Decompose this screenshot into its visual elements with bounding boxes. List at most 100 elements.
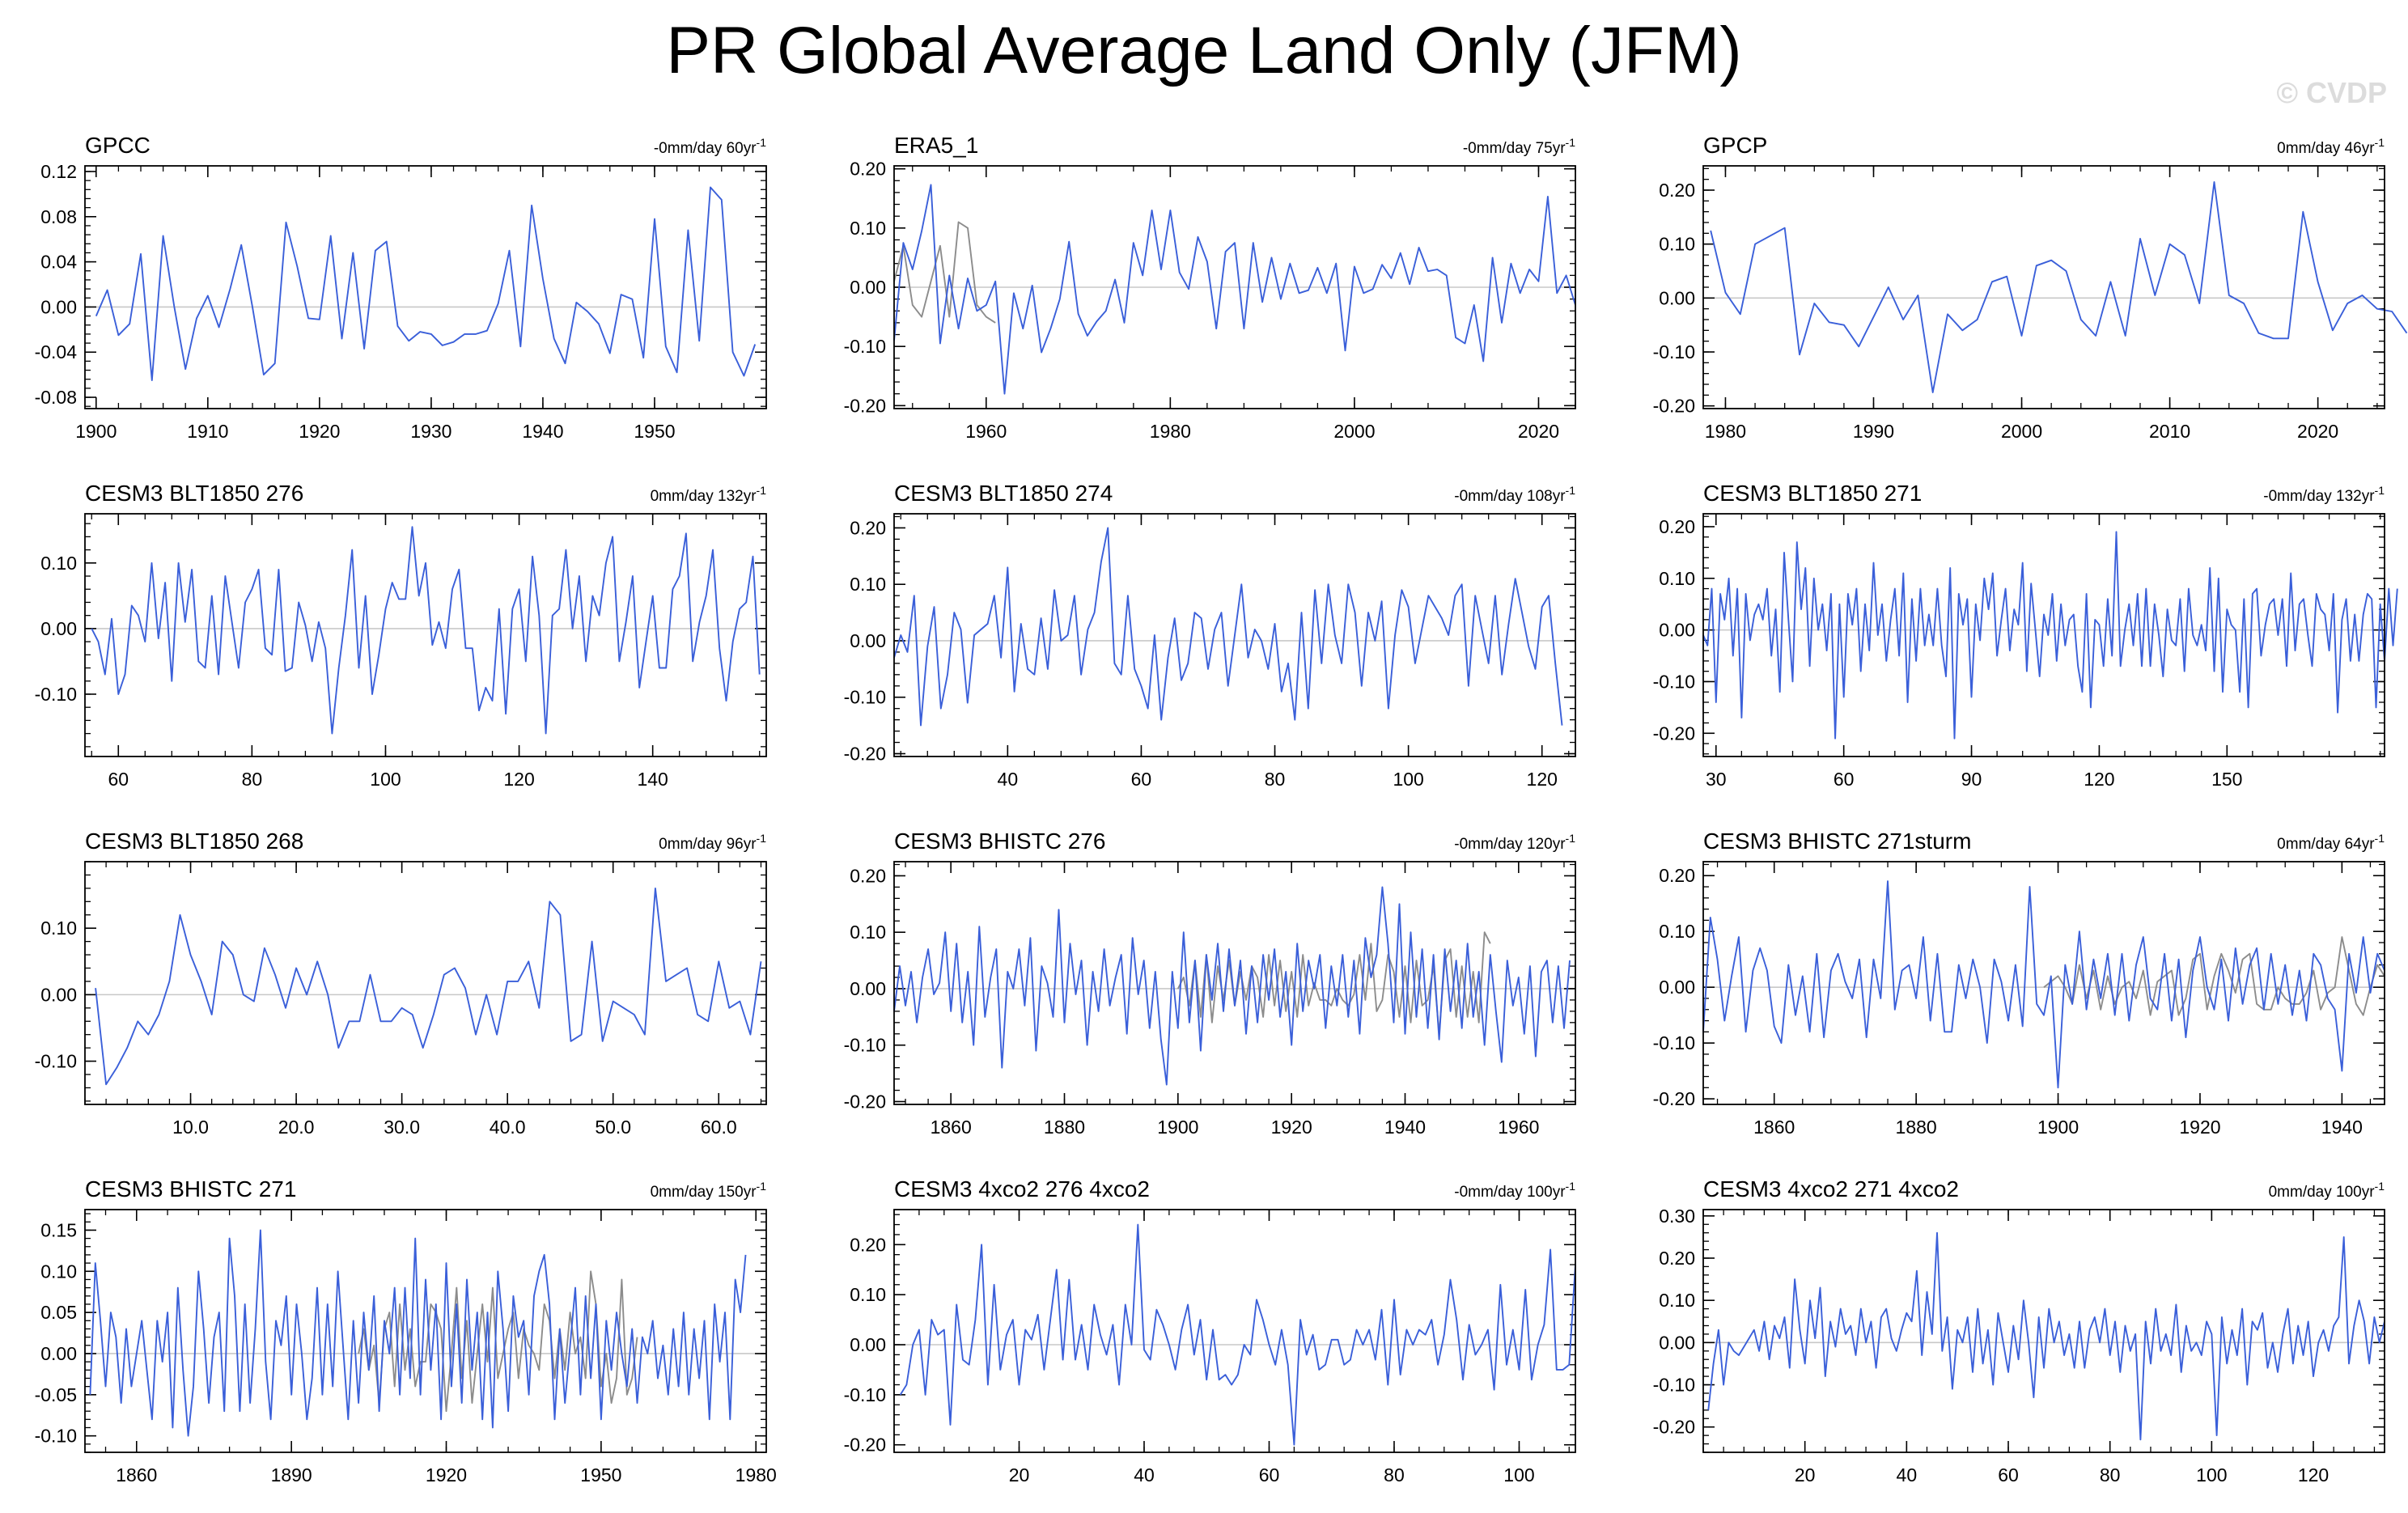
y-tick-label: 0.10	[40, 918, 77, 939]
y-tick-label: -0.10	[1653, 1032, 1695, 1053]
y-tick-label: -0.08	[35, 387, 77, 408]
chart-panel: CESM3 BHISTC 271 0mm/day 150yr-1 -0.10 -0.0…	[35, 1176, 777, 1485]
x-tick-label: 120	[503, 769, 534, 790]
y-tick-label: 0.05	[40, 1302, 77, 1323]
trend-value: -0mm/day 120yr	[1454, 836, 1566, 853]
series-line	[899, 1223, 1576, 1446]
series-line	[1702, 531, 2398, 740]
x-tick-label: 1920	[426, 1464, 467, 1485]
y-tick-label: 0.00	[1659, 977, 1695, 998]
trend-exponent: -1	[757, 484, 767, 497]
x-tick-label: 1900	[1157, 1117, 1198, 1138]
x-tick-label: 1980	[1705, 421, 1746, 442]
panel-title: GPCC	[85, 133, 150, 158]
chart-panel: GPCC -0mm/day 60yr-1 -0.08 -0.04 0.00 0.04 0.0…	[35, 133, 767, 442]
x-tick-label: 1920	[299, 421, 340, 442]
y-tick-label: 0.20	[1659, 516, 1695, 537]
y-tick-label: 0.00	[850, 1334, 886, 1355]
x-tick-label: 30	[1706, 769, 1727, 790]
x-tick-label: 10.0	[172, 1117, 209, 1138]
trend-label: -0mm/day 132yr-1	[2263, 484, 2385, 505]
x-tick-label: 120	[2084, 769, 2114, 790]
trend-label: 0mm/day 132yr-1	[651, 484, 767, 505]
y-tick-label: -0.20	[844, 1435, 886, 1456]
y-tick-label: 0.10	[40, 1261, 77, 1282]
x-tick-label: 1950	[580, 1464, 621, 1485]
plot-frame	[1702, 165, 2385, 409]
y-tick-label: -0.10	[844, 1035, 886, 1056]
y-tick-label: 0.10	[850, 922, 886, 943]
x-tick-label: 1940	[2321, 1117, 2363, 1138]
x-tick-label: 2020	[1518, 421, 1559, 442]
y-tick-label: 0.30	[1659, 1206, 1695, 1227]
x-tick-label: 120	[2298, 1464, 2329, 1485]
x-tick-label: 1860	[931, 1117, 972, 1138]
x-tick-label: 2020	[2297, 421, 2338, 442]
y-tick-label: 0.20	[850, 865, 886, 886]
y-tick-label: 0.20	[1659, 1248, 1695, 1269]
panel-title: GPCP	[1703, 133, 1767, 158]
trend-exponent: -1	[2375, 484, 2385, 497]
trend-value: -0mm/day 75yr	[1463, 140, 1566, 157]
chart-panel: CESM3 BLT1850 274 -0mm/day 108yr-1 -0.20 -0…	[844, 481, 1576, 790]
y-tick-label: -0.20	[1653, 1088, 1695, 1109]
y-tick-label: 0.04	[40, 252, 77, 273]
panel-title: CESM3 BHISTC 276	[894, 829, 1105, 854]
trend-value: 0mm/day 132yr	[651, 488, 757, 505]
x-tick-label: 50.0	[595, 1117, 631, 1138]
y-tick-label: 0.00	[1659, 620, 1695, 641]
trend-exponent: -1	[2375, 1180, 2385, 1193]
y-tick-label: -0.10	[35, 684, 77, 705]
plot-frame	[893, 861, 1576, 1105]
x-tick-label: 1940	[522, 421, 563, 442]
trend-value: 0mm/day 64yr	[2277, 836, 2375, 853]
series-line	[1710, 181, 2408, 393]
x-tick-label: 40	[1134, 1464, 1155, 1485]
x-tick-label: 1860	[116, 1464, 157, 1485]
trend-label: -0mm/day 100yr-1	[1454, 1180, 1575, 1201]
y-tick-label: -0.10	[844, 1384, 886, 1405]
x-tick-label: 100	[1503, 1464, 1534, 1485]
chart-panel: CESM3 4xco2 271 4xco2 0mm/day 100yr-1 -0.2…	[1653, 1176, 2385, 1485]
secondary-series-line	[358, 1270, 638, 1413]
x-tick-label: 1980	[736, 1464, 777, 1485]
x-tick-label: 140	[637, 769, 668, 790]
y-tick-label: -0.20	[1653, 723, 1695, 744]
y-tick-label: -0.05	[35, 1384, 77, 1405]
x-tick-label: 100	[370, 769, 401, 790]
y-tick-label: 0.00	[40, 618, 77, 639]
chart-panel: CESM3 BLT1850 268 0mm/day 96yr-1 -0.10 0.00…	[35, 829, 767, 1138]
y-tick-label: 0.00	[850, 978, 886, 999]
x-tick-label: 40	[998, 769, 1019, 790]
trend-value: -0mm/day 108yr	[1454, 488, 1566, 505]
plot-frame	[893, 513, 1576, 757]
x-tick-label: 20.0	[278, 1117, 315, 1138]
x-tick-label: 2000	[2001, 421, 2042, 442]
trend-label: -0mm/day 75yr-1	[1463, 136, 1575, 157]
plot-frame	[84, 861, 767, 1105]
y-tick-label: 0.10	[1659, 921, 1695, 942]
trend-value: -0mm/day 60yr	[654, 140, 757, 157]
series-line	[893, 527, 1563, 727]
y-tick-label: 0.00	[1659, 287, 1695, 308]
trend-value: 0mm/day 96yr	[659, 836, 757, 853]
series-line	[893, 886, 1571, 1086]
y-tick-label: -0.20	[1653, 1417, 1695, 1438]
y-tick-label: -0.10	[1653, 1375, 1695, 1396]
series-line	[95, 887, 762, 1086]
y-tick-label: -0.10	[844, 336, 886, 357]
y-tick-label: -0.10	[1653, 671, 1695, 692]
panel-title: CESM3 BLT1850 268	[85, 829, 303, 854]
trend-label: 0mm/day 100yr-1	[2269, 1180, 2385, 1201]
trend-label: 0mm/day 64yr-1	[2277, 832, 2385, 853]
plot-frame	[84, 1209, 767, 1453]
chart-panel: CESM3 BHISTC 271sturm 0mm/day 64yr-1 -0.20…	[1653, 829, 2385, 1138]
y-tick-label: -0.10	[844, 687, 886, 708]
secondary-series-line	[2043, 936, 2385, 1016]
x-tick-label: 150	[2211, 769, 2242, 790]
y-tick-label: 0.20	[1659, 180, 1695, 201]
trend-label: -0mm/day 108yr-1	[1454, 484, 1575, 505]
x-tick-label: 2010	[2149, 421, 2190, 442]
x-tick-label: 60	[1998, 1464, 2019, 1485]
plot-frame	[1702, 513, 2385, 757]
